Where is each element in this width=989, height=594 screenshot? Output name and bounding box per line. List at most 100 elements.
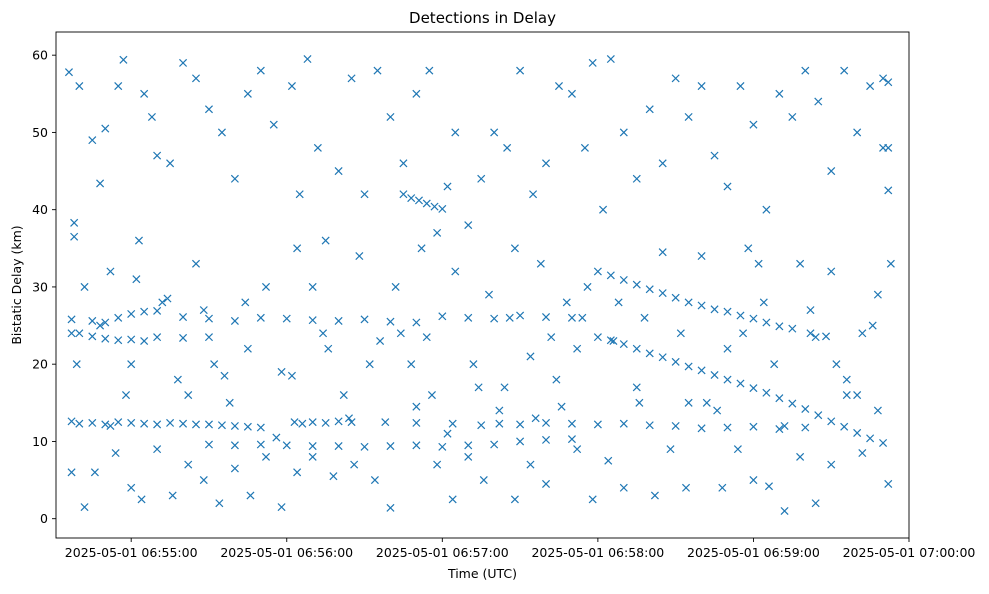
data-point [70, 232, 79, 241]
series-track_falling_upper [593, 267, 831, 341]
data-point [749, 314, 758, 323]
data-point [243, 344, 252, 353]
data-point [153, 151, 162, 160]
data-point [324, 344, 333, 353]
data-point [697, 424, 706, 433]
data-point [723, 344, 732, 353]
data-point [822, 332, 831, 341]
data-point [127, 418, 136, 427]
data-point [723, 423, 732, 432]
data-point [811, 499, 820, 508]
data-point [526, 352, 535, 361]
data-point [516, 311, 525, 320]
data-point [505, 313, 514, 322]
data-point [425, 66, 434, 75]
data-point [114, 336, 123, 345]
data-point [67, 315, 76, 324]
data-point [516, 66, 525, 75]
data-point [510, 495, 519, 504]
data-point [184, 391, 193, 400]
data-point [127, 335, 136, 344]
data-point [567, 435, 576, 444]
data-point [308, 316, 317, 325]
x-tick-label: 2025-05-01 06:55:00 [65, 545, 198, 560]
data-point [407, 360, 416, 369]
data-point [101, 124, 110, 133]
data-point [303, 55, 312, 64]
data-point [396, 329, 405, 338]
data-point [412, 402, 421, 411]
data-point [801, 66, 810, 75]
data-point [243, 89, 252, 98]
data-point [438, 442, 447, 451]
data-point [391, 282, 400, 291]
data-point [606, 55, 615, 64]
data-point [355, 252, 364, 261]
data-point [230, 441, 239, 450]
data-point [853, 428, 862, 437]
data-point [541, 479, 551, 488]
data-point [749, 476, 758, 485]
data-point [134, 236, 143, 245]
data-point [140, 307, 149, 316]
data-point [204, 105, 213, 114]
data-point [90, 468, 99, 477]
data-point [72, 360, 81, 369]
data-point [293, 244, 302, 253]
data-point [645, 349, 654, 358]
data-point [360, 190, 369, 199]
data-point [832, 360, 841, 369]
data-point [438, 312, 447, 321]
data-point [682, 483, 691, 492]
data-point [153, 333, 162, 342]
data-point [884, 143, 893, 152]
data-point [811, 333, 820, 342]
data-point [632, 174, 641, 183]
data-point [490, 128, 499, 137]
data-point [567, 313, 576, 322]
data-point [272, 433, 281, 442]
data-point [417, 244, 426, 253]
data-point [298, 419, 307, 428]
data-point [827, 167, 836, 176]
data-point [153, 306, 162, 315]
data-point [334, 167, 343, 176]
data-point [308, 442, 317, 451]
series-track_23km_level [67, 329, 213, 346]
data-point [780, 506, 789, 515]
data-point [370, 476, 379, 485]
data-point [64, 68, 73, 77]
data-point [365, 360, 374, 369]
data-point [503, 143, 512, 152]
data-point [806, 329, 815, 338]
data-point [96, 179, 105, 188]
data-point [632, 344, 641, 353]
data-point [114, 82, 123, 91]
data-point [632, 280, 641, 289]
data-point [308, 418, 317, 427]
data-point [770, 360, 779, 369]
data-point [381, 418, 390, 427]
data-point [334, 442, 343, 451]
data-point [541, 313, 551, 322]
data-point [604, 456, 613, 465]
data-point [166, 418, 175, 427]
data-point [443, 429, 452, 438]
data-point [80, 503, 89, 512]
data-point [526, 460, 535, 469]
data-point [541, 435, 551, 444]
data-point [588, 495, 597, 504]
data-point [775, 425, 784, 434]
data-point [147, 112, 156, 122]
data-point [191, 420, 201, 429]
data-point [215, 499, 224, 508]
data-point [713, 406, 722, 415]
data-point [573, 344, 582, 353]
y-axis: 0 10 20 30 40 50 60 [32, 48, 56, 526]
data-point [697, 301, 706, 310]
data-point [853, 391, 862, 400]
data-point [464, 313, 473, 322]
x-tick-label: 2025-05-01 06:58:00 [531, 545, 664, 560]
data-point [67, 468, 76, 477]
data-point [106, 267, 115, 276]
